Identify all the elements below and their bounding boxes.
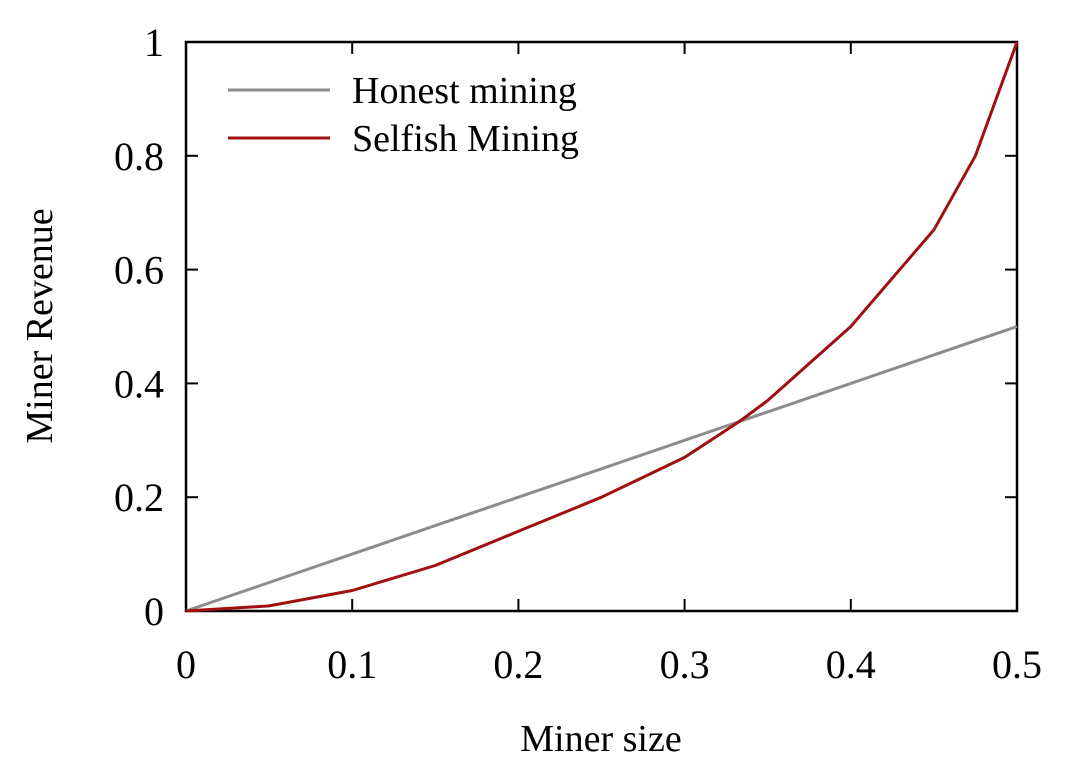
x-axis-title: Miner size <box>520 718 681 760</box>
y-tick-label: 1 <box>144 20 164 65</box>
plot-frame <box>184 40 1019 613</box>
axis-ticks: 0 0.1 0.2 0.3 0.4 0.5 0 0.2 0.4 0.6 0.8 1 <box>114 20 1042 687</box>
series-line-selfish-mining <box>185 41 1019 613</box>
y-tick-label: 0.8 <box>114 134 164 179</box>
x-tick-label: 0.5 <box>992 642 1042 687</box>
x-tick-label: 0 <box>176 642 196 687</box>
x-tick-label: 0.1 <box>327 642 377 687</box>
legend-label: Honest mining <box>352 70 577 112</box>
y-axis-title: Miner Revenue <box>19 208 61 443</box>
legend: Honest mining Selfish Mining <box>228 70 579 160</box>
y-tick-label: 0 <box>144 589 164 634</box>
legend-label: Selfish Mining <box>352 118 579 160</box>
x-tick-label: 0.3 <box>660 642 710 687</box>
series-line-honest-mining <box>185 325 1018 613</box>
x-tick-label: 0.4 <box>826 642 876 687</box>
y-tick-label: 0.6 <box>114 248 164 293</box>
y-tick-label: 0.4 <box>114 361 164 406</box>
y-tick-label: 0.2 <box>114 475 164 520</box>
series-lines <box>185 41 1019 613</box>
x-tick-label: 0.2 <box>493 642 543 687</box>
